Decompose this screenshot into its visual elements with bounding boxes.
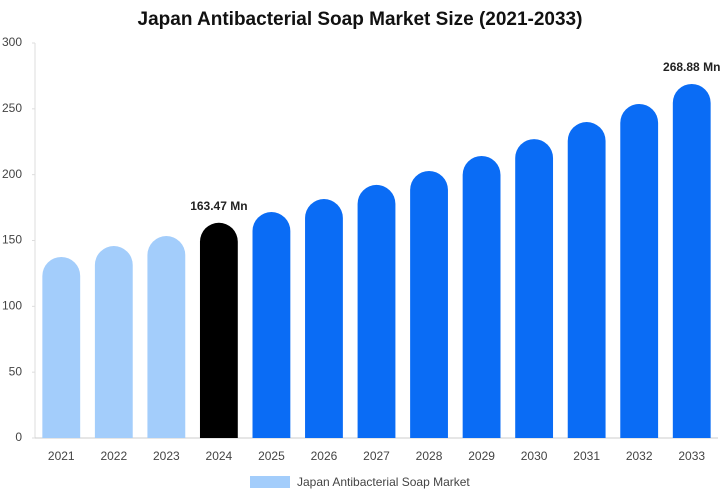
x-tick-label: 2032	[626, 449, 653, 463]
x-tick-label: 2028	[416, 449, 443, 463]
bar	[42, 256, 81, 438]
value-label: 268.88 Mn	[663, 60, 720, 74]
x-tick-label: 2029	[468, 449, 495, 463]
value-label: 163.47 Mn	[190, 199, 247, 213]
bar	[305, 199, 343, 438]
y-tick-label: 250	[2, 101, 22, 115]
x-tick-label: 2026	[311, 449, 338, 463]
y-tick-label: 0	[15, 430, 22, 444]
bar	[567, 122, 606, 438]
x-tick-label: 2021	[48, 449, 75, 463]
bar	[410, 170, 448, 438]
bar	[94, 246, 133, 438]
x-tick-label: 2024	[206, 449, 233, 463]
bar	[147, 236, 186, 438]
x-tick-label: 2023	[153, 449, 180, 463]
y-tick-label: 50	[9, 364, 23, 378]
x-tick-label: 2022	[100, 449, 127, 463]
bar	[199, 222, 238, 438]
x-tick-label: 2030	[521, 449, 548, 463]
legend-swatch	[250, 476, 290, 488]
x-tick-label: 2025	[258, 449, 285, 463]
x-tick-label: 2031	[573, 449, 600, 463]
chart-title: Japan Antibacterial Soap Market Size (20…	[138, 9, 583, 30]
bar	[357, 184, 396, 438]
y-tick-label: 150	[2, 233, 22, 247]
bar	[672, 83, 711, 438]
y-tick-label: 300	[2, 35, 22, 49]
y-tick-label: 100	[2, 299, 22, 313]
x-tick-label: 2033	[678, 449, 705, 463]
bar	[620, 103, 659, 438]
y-tick-label: 200	[2, 167, 22, 181]
bar	[462, 155, 501, 438]
legend-label: Japan Antibacterial Soap Market	[297, 475, 470, 489]
x-tick-label: 2027	[363, 449, 390, 463]
bar	[515, 139, 554, 438]
bar	[252, 212, 291, 438]
